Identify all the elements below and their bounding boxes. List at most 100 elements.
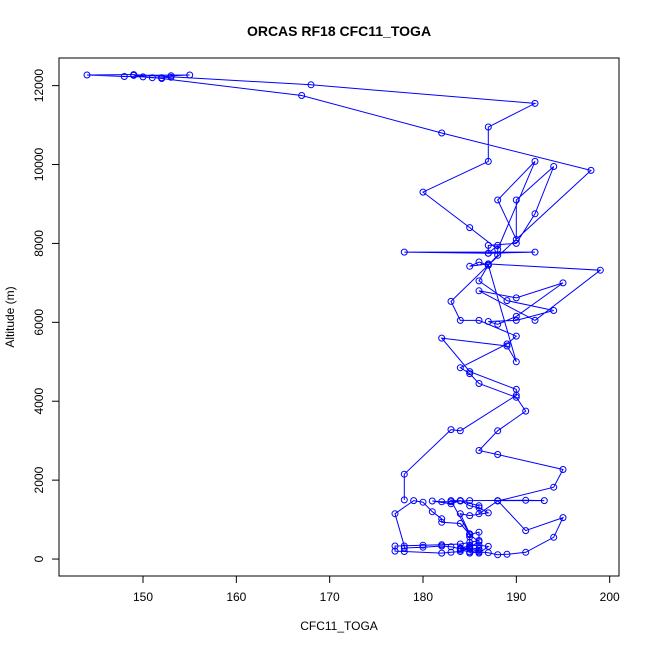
data-point-115 xyxy=(512,196,520,204)
data-point-82 xyxy=(456,364,464,372)
series-line xyxy=(86,74,602,556)
data-point-143 xyxy=(438,334,446,342)
data-point-40 xyxy=(475,541,483,549)
data-point-62 xyxy=(475,546,483,554)
data-point-31 xyxy=(410,497,418,505)
data-point-98 xyxy=(494,320,502,328)
data-point-65 xyxy=(466,542,474,550)
data-point-74 xyxy=(559,466,567,473)
y-tick-label-10000: 10000 xyxy=(32,147,46,181)
data-point-122 xyxy=(484,157,492,165)
series-layer xyxy=(83,71,604,559)
data-point-119 xyxy=(494,245,502,253)
data-point-135 xyxy=(130,71,138,79)
x-tick-label-170: 170 xyxy=(320,590,340,604)
data-point-8 xyxy=(522,527,530,535)
data-point-103 xyxy=(475,277,483,285)
data-point-69 xyxy=(456,497,464,505)
data-point-27 xyxy=(438,518,446,526)
data-point-17 xyxy=(447,500,455,508)
data-point-102 xyxy=(503,297,511,305)
y-tick-label-12000: 12000 xyxy=(32,69,46,103)
data-point-92 xyxy=(596,266,604,274)
data-point-75 xyxy=(494,451,502,458)
data-point-133 xyxy=(167,72,175,80)
data-point-29 xyxy=(428,508,436,516)
data-point-110 xyxy=(484,249,492,257)
data-point-49 xyxy=(391,547,399,555)
data-point-114 xyxy=(550,163,558,170)
data-point-121 xyxy=(419,188,427,196)
data-point-83 xyxy=(503,340,511,348)
data-point-10 xyxy=(540,497,548,505)
data-point-109 xyxy=(531,248,539,256)
data-point-80 xyxy=(475,380,483,387)
data-point-116 xyxy=(512,236,520,243)
data-point-112 xyxy=(512,239,520,247)
data-point-124 xyxy=(531,99,539,107)
data-point-140 xyxy=(484,261,492,269)
data-point-41 xyxy=(484,542,492,550)
data-point-129 xyxy=(139,73,147,81)
x-tick-label-200: 200 xyxy=(600,590,620,604)
data-point-64 xyxy=(456,544,464,552)
data-point-19 xyxy=(466,502,474,510)
data-point-108 xyxy=(400,248,408,256)
data-point-32 xyxy=(391,510,399,518)
data-point-106 xyxy=(494,241,502,249)
data-point-125 xyxy=(307,81,315,89)
data-point-50 xyxy=(391,542,399,550)
y-axis-label: Altitude (m) xyxy=(3,286,17,347)
data-point-7 xyxy=(559,514,567,522)
data-point-85 xyxy=(475,316,483,324)
data-point-52 xyxy=(438,541,446,549)
data-point-149 xyxy=(400,470,408,478)
data-point-144 xyxy=(466,368,474,376)
data-point-148 xyxy=(447,426,455,434)
data-point-15 xyxy=(438,498,446,506)
data-point-141 xyxy=(512,358,520,366)
data-point-137 xyxy=(298,92,306,99)
data-point-97 xyxy=(512,312,520,320)
data-point-11 xyxy=(522,496,530,504)
data-point-90 xyxy=(466,262,474,270)
data-point-68 xyxy=(447,497,455,505)
data-point-51 xyxy=(419,541,427,549)
y-axis: 0 2000 4000 6000 8000 10000 12000 xyxy=(32,69,60,562)
data-point-73 xyxy=(550,483,558,491)
data-point-30 xyxy=(419,498,427,506)
data-point-67 xyxy=(466,531,474,539)
y-tick-label-6000: 6000 xyxy=(32,309,46,336)
data-point-142 xyxy=(503,342,511,350)
data-point-84 xyxy=(512,332,520,340)
y-tick-label-2000: 2000 xyxy=(32,466,46,493)
data-point-120 xyxy=(466,224,474,232)
data-point-4 xyxy=(503,550,511,558)
data-point-93 xyxy=(531,316,539,324)
data-point-100 xyxy=(512,316,520,324)
y-tick-label-4000: 4000 xyxy=(32,388,46,415)
data-point-113 xyxy=(531,210,539,218)
data-point-138 xyxy=(438,129,446,137)
data-point-95 xyxy=(512,294,520,302)
x-tick-label-180: 180 xyxy=(413,590,433,604)
y-tick-label-0: 0 xyxy=(32,555,46,562)
y-tick-label-8000: 8000 xyxy=(32,230,46,257)
data-point-16 xyxy=(428,497,436,505)
data-point-48 xyxy=(400,548,408,555)
data-point-46 xyxy=(447,548,455,556)
data-point-147 xyxy=(456,427,464,435)
x-tick-label-160: 160 xyxy=(226,590,246,604)
data-point-139 xyxy=(587,166,595,174)
data-point-111 xyxy=(484,241,492,249)
data-point-56 xyxy=(475,528,483,536)
x-tick-label-150: 150 xyxy=(133,590,153,604)
data-point-78 xyxy=(522,407,530,415)
data-point-81 xyxy=(466,370,474,378)
data-point-60 xyxy=(456,546,464,554)
data-point-87 xyxy=(447,297,455,305)
data-point-42 xyxy=(475,549,483,557)
data-point-150 xyxy=(400,496,408,504)
x-axis-label: CFC11_TOGA xyxy=(300,619,378,633)
